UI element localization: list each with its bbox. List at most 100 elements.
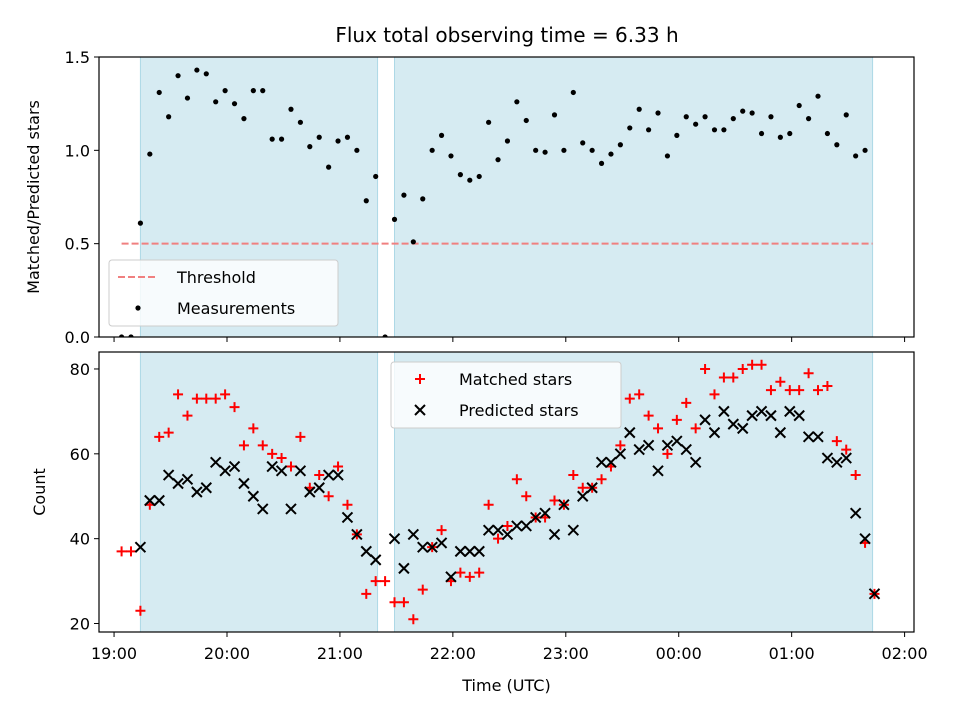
data-point — [549, 495, 560, 506]
data-point — [153, 494, 165, 507]
data-point — [805, 116, 812, 122]
data-point — [774, 426, 787, 439]
data-point — [276, 453, 287, 464]
data-point — [608, 151, 614, 157]
data-point — [711, 127, 718, 133]
data-point — [652, 465, 664, 477]
data-point — [314, 470, 325, 481]
legend-swatch — [414, 404, 426, 416]
data-point — [448, 153, 454, 159]
data-point — [351, 528, 363, 541]
data-point — [388, 532, 401, 545]
data-point — [342, 499, 353, 510]
legend-label: Threshold — [176, 268, 256, 287]
data-point — [709, 389, 720, 400]
data-point — [643, 410, 654, 421]
series-measurements — [118, 67, 868, 337]
data-point — [238, 477, 250, 490]
data-point — [558, 499, 570, 511]
data-point — [401, 192, 407, 198]
data-point — [435, 537, 448, 549]
y-tick-label: 1.0 — [65, 141, 90, 160]
data-point — [803, 368, 814, 379]
data-point — [542, 149, 548, 155]
panel-1: 0.0 0.5 1.0 1.5 Matched/Predicted stars Thres… — [24, 48, 915, 347]
data-point — [156, 89, 162, 96]
data-point — [671, 435, 683, 447]
data-point — [257, 440, 268, 451]
data-point — [210, 393, 221, 404]
data-point — [539, 507, 551, 519]
data-point — [614, 448, 627, 460]
data-point — [551, 112, 558, 118]
data-point — [653, 423, 664, 434]
data-point — [181, 473, 194, 485]
axes-frame — [98, 351, 915, 633]
data-point — [363, 198, 369, 204]
data-point — [511, 520, 523, 532]
data-point — [483, 499, 494, 510]
data-point — [758, 130, 765, 137]
data-point — [586, 482, 598, 494]
data-point — [426, 541, 438, 553]
data-point — [671, 414, 682, 425]
data-point — [220, 389, 231, 400]
data-point — [787, 130, 793, 137]
data-point — [523, 117, 529, 124]
data-point — [624, 426, 636, 439]
legend-label: Matched stars — [459, 370, 572, 389]
data-point — [596, 474, 607, 485]
data-point — [765, 385, 776, 396]
panel-2: 20 40 60 80 19:00 20:00 21:00 22:00 23:00 00:00 01… — [30, 351, 928, 695]
data-point — [135, 605, 146, 616]
data-point — [333, 461, 344, 472]
data-point — [307, 144, 313, 150]
data-point — [548, 528, 561, 541]
data-point — [661, 439, 674, 452]
legend-label: Measurements — [177, 299, 295, 318]
y-tick-label: 0.5 — [65, 235, 90, 254]
data-point — [577, 490, 589, 502]
data-point — [407, 528, 420, 541]
data-point — [615, 440, 626, 451]
data-point — [702, 114, 708, 120]
data-point — [520, 520, 532, 532]
data-point — [721, 127, 727, 133]
data-point — [257, 503, 269, 515]
data-point — [137, 220, 144, 226]
data-point — [589, 147, 595, 153]
data-point — [228, 460, 241, 473]
data-point — [821, 452, 834, 464]
data-point — [323, 491, 334, 502]
data-point — [285, 503, 297, 515]
data-point — [304, 486, 316, 498]
data-point — [862, 147, 868, 153]
x-tick-label: 23:00 — [543, 644, 589, 663]
data-point — [260, 88, 266, 94]
y-tick-label: 60 — [70, 445, 90, 464]
data-point — [455, 567, 466, 578]
data-point — [784, 405, 796, 418]
data-point — [229, 402, 240, 413]
data-point — [266, 460, 278, 473]
data-point — [768, 114, 774, 120]
data-point — [219, 465, 231, 477]
data-point — [749, 110, 755, 116]
data-point — [681, 397, 692, 408]
data-point — [297, 119, 303, 125]
data-point — [482, 524, 495, 536]
data-point — [457, 172, 463, 178]
data-point — [533, 147, 539, 153]
data-point — [172, 477, 184, 490]
data-point — [813, 385, 824, 396]
data-point — [295, 431, 306, 442]
data-point — [341, 511, 354, 524]
data-point — [853, 153, 859, 159]
data-point — [570, 89, 576, 96]
y-axis-label: Matched/Predicted stars — [24, 100, 43, 294]
data-point — [420, 196, 426, 202]
data-point — [474, 567, 485, 578]
data-point — [504, 138, 511, 144]
data-point — [335, 138, 341, 144]
data-point — [391, 216, 398, 222]
